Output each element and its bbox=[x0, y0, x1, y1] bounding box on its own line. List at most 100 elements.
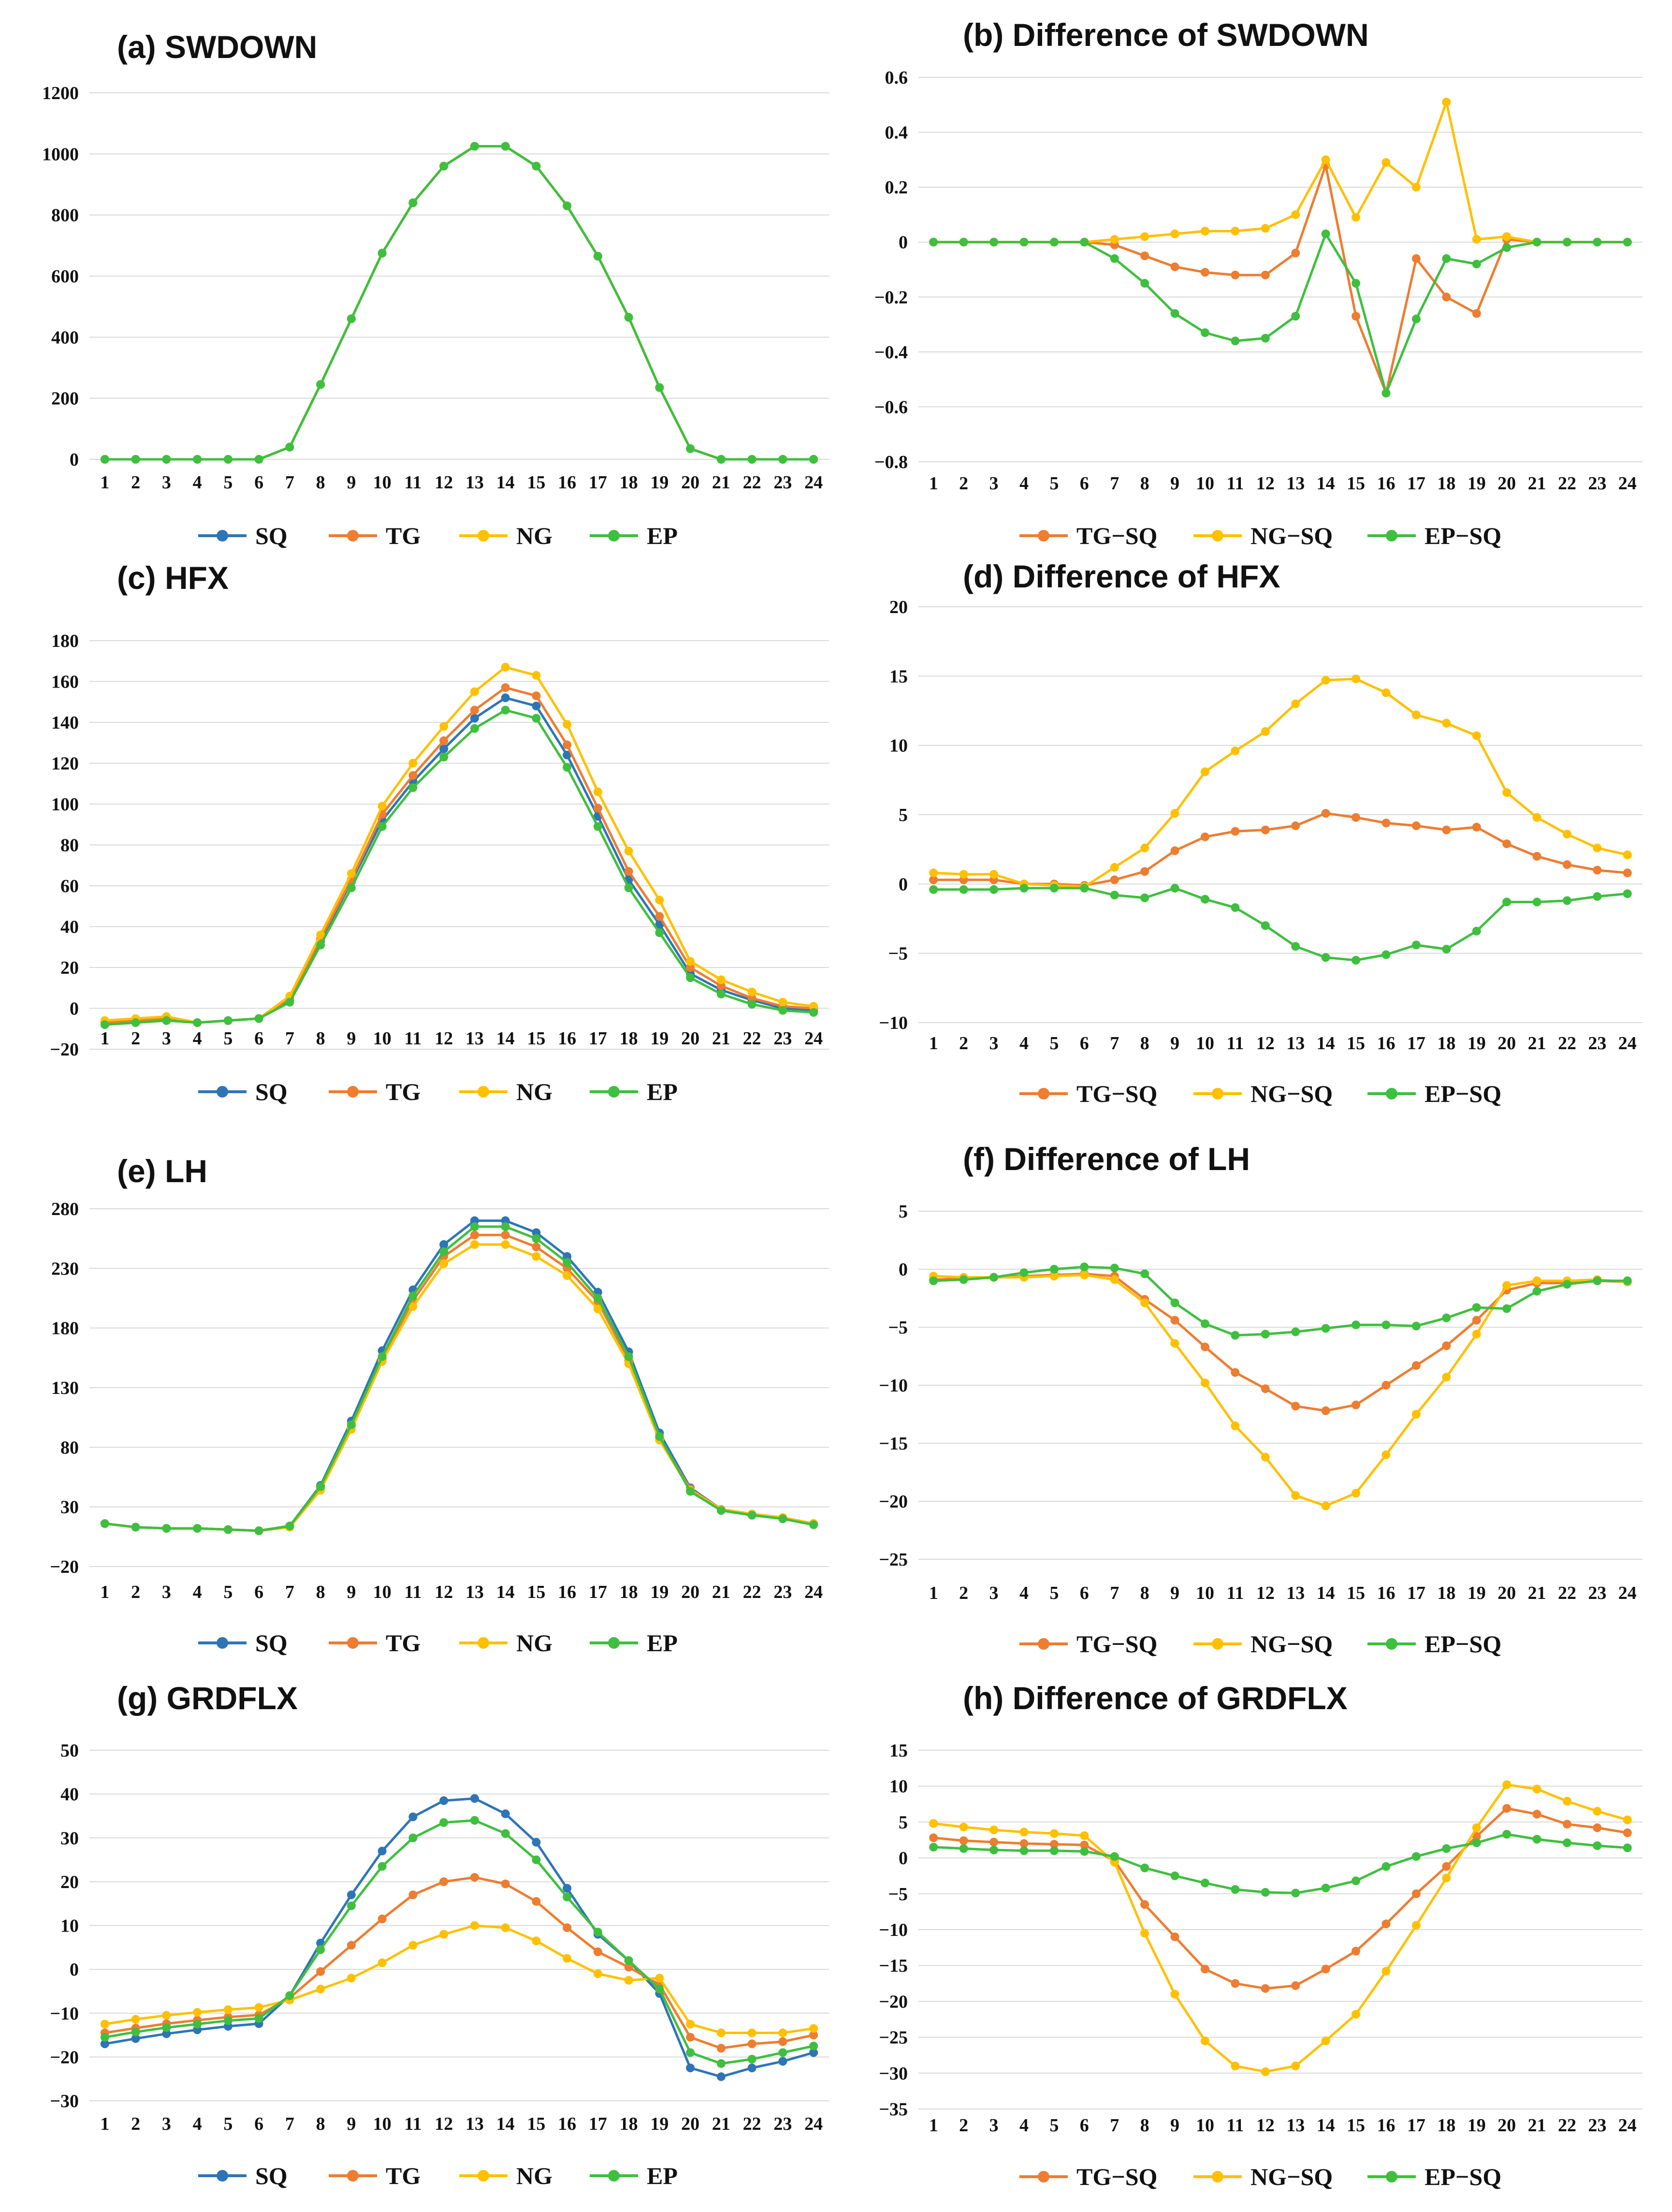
data-point bbox=[655, 1974, 664, 1983]
data-point bbox=[686, 957, 695, 966]
legend-item: NG−SQ bbox=[1193, 1080, 1333, 1107]
legend-item: TG bbox=[329, 522, 421, 549]
y-tick-label: 10 bbox=[889, 1776, 908, 1797]
data-point bbox=[501, 683, 510, 692]
legend-label: SQ bbox=[255, 522, 288, 549]
data-point bbox=[378, 822, 387, 831]
data-point bbox=[1291, 1402, 1300, 1411]
x-tick-label: 19 bbox=[650, 1582, 669, 1602]
legend-label: NG bbox=[516, 1629, 552, 1656]
x-tick-label: 3 bbox=[989, 473, 999, 494]
data-point bbox=[686, 1487, 695, 1496]
y-tick-label: 1200 bbox=[42, 83, 79, 103]
legend-swatch-marker bbox=[1386, 530, 1397, 542]
data-point bbox=[1261, 2067, 1270, 2076]
data-point bbox=[223, 1525, 233, 1534]
x-tick-label: 12 bbox=[435, 1028, 453, 1049]
x-tick-label: 17 bbox=[1407, 2115, 1425, 2136]
legend-item: NG−SQ bbox=[1193, 2163, 1333, 2190]
data-point bbox=[439, 722, 449, 731]
legend-swatch-marker bbox=[1386, 1638, 1397, 1650]
chart-title: (h) Difference of GRDFLX bbox=[963, 1680, 1348, 1716]
data-point bbox=[532, 1252, 541, 1261]
chart-title: (e) LH bbox=[117, 1153, 207, 1189]
data-point bbox=[378, 1914, 387, 1923]
data-point bbox=[1261, 727, 1270, 736]
series-ng bbox=[929, 674, 1632, 892]
data-point bbox=[809, 1008, 818, 1017]
data-point bbox=[1532, 813, 1541, 822]
data-point bbox=[686, 963, 695, 972]
data-point bbox=[532, 1228, 541, 1237]
y-tick-label: 5 bbox=[899, 1201, 908, 1222]
data-point bbox=[1261, 334, 1270, 343]
legend: SQ TG NG EP bbox=[198, 522, 678, 549]
data-point bbox=[563, 720, 572, 729]
data-point bbox=[501, 142, 510, 151]
data-point bbox=[223, 455, 233, 464]
data-point bbox=[716, 1506, 726, 1515]
data-point bbox=[1411, 821, 1421, 830]
data-point bbox=[1411, 1321, 1421, 1331]
x-tick-label: 16 bbox=[558, 2114, 576, 2134]
legend: TG−SQ NG−SQ EP−SQ bbox=[1019, 1630, 1501, 1657]
y-tick-label: 15 bbox=[889, 666, 908, 687]
legend-label: SQ bbox=[255, 2162, 288, 2189]
data-point bbox=[131, 455, 140, 464]
data-point bbox=[254, 2003, 263, 2012]
data-point bbox=[1261, 270, 1270, 279]
x-tick-label: 22 bbox=[743, 1028, 761, 1049]
y-tick-label: 60 bbox=[60, 876, 79, 896]
data-point bbox=[347, 1420, 356, 1429]
data-point bbox=[408, 198, 418, 207]
data-point bbox=[747, 2028, 756, 2037]
x-tick-label: 3 bbox=[989, 1033, 999, 1054]
data-point bbox=[778, 1006, 787, 1015]
legend-label: NG bbox=[516, 522, 552, 549]
data-point bbox=[929, 1819, 938, 1828]
data-point bbox=[778, 2057, 787, 2066]
data-point bbox=[809, 2041, 818, 2051]
x-tick-label: 22 bbox=[743, 2114, 761, 2134]
data-point bbox=[1411, 254, 1421, 263]
data-point bbox=[1532, 897, 1541, 907]
data-point bbox=[347, 314, 356, 323]
x-tick-label: 24 bbox=[1618, 473, 1637, 494]
data-point bbox=[1411, 1410, 1421, 1419]
data-point bbox=[285, 442, 294, 452]
x-tick-label: 13 bbox=[465, 472, 484, 493]
x-tick-label: 24 bbox=[804, 2114, 823, 2134]
x-tick-label: 21 bbox=[1528, 1033, 1546, 1054]
data-point bbox=[316, 1984, 325, 1993]
data-point bbox=[1019, 237, 1029, 247]
data-point bbox=[1442, 825, 1451, 835]
data-point bbox=[1321, 809, 1330, 818]
data-point bbox=[778, 2048, 787, 2057]
data-point bbox=[959, 885, 968, 894]
data-point bbox=[1502, 897, 1512, 907]
data-point bbox=[1231, 1421, 1240, 1430]
data-point bbox=[501, 693, 510, 703]
data-point bbox=[1502, 243, 1512, 252]
x-tick-label: 12 bbox=[1256, 473, 1275, 494]
data-point bbox=[778, 1514, 787, 1523]
data-point bbox=[1019, 1828, 1029, 1837]
data-point bbox=[1321, 229, 1330, 238]
x-tick-label: 2 bbox=[131, 1028, 140, 1049]
data-point bbox=[1080, 883, 1089, 893]
legend-item: SQ bbox=[198, 2162, 288, 2189]
y-tick-label: 400 bbox=[51, 327, 79, 348]
data-point bbox=[532, 714, 541, 723]
data-point bbox=[1593, 1276, 1602, 1285]
legend-item: TG−SQ bbox=[1019, 522, 1157, 549]
y-tick-label: 20 bbox=[60, 1872, 79, 1892]
x-tick-label: 22 bbox=[1558, 1033, 1576, 1054]
data-point bbox=[1231, 227, 1240, 235]
data-point bbox=[1562, 860, 1571, 869]
data-point bbox=[655, 895, 664, 905]
legend-label: EP bbox=[647, 1629, 678, 1656]
y-tick-label: 15 bbox=[889, 1741, 908, 1761]
legend-swatch-marker bbox=[1386, 1088, 1397, 1099]
